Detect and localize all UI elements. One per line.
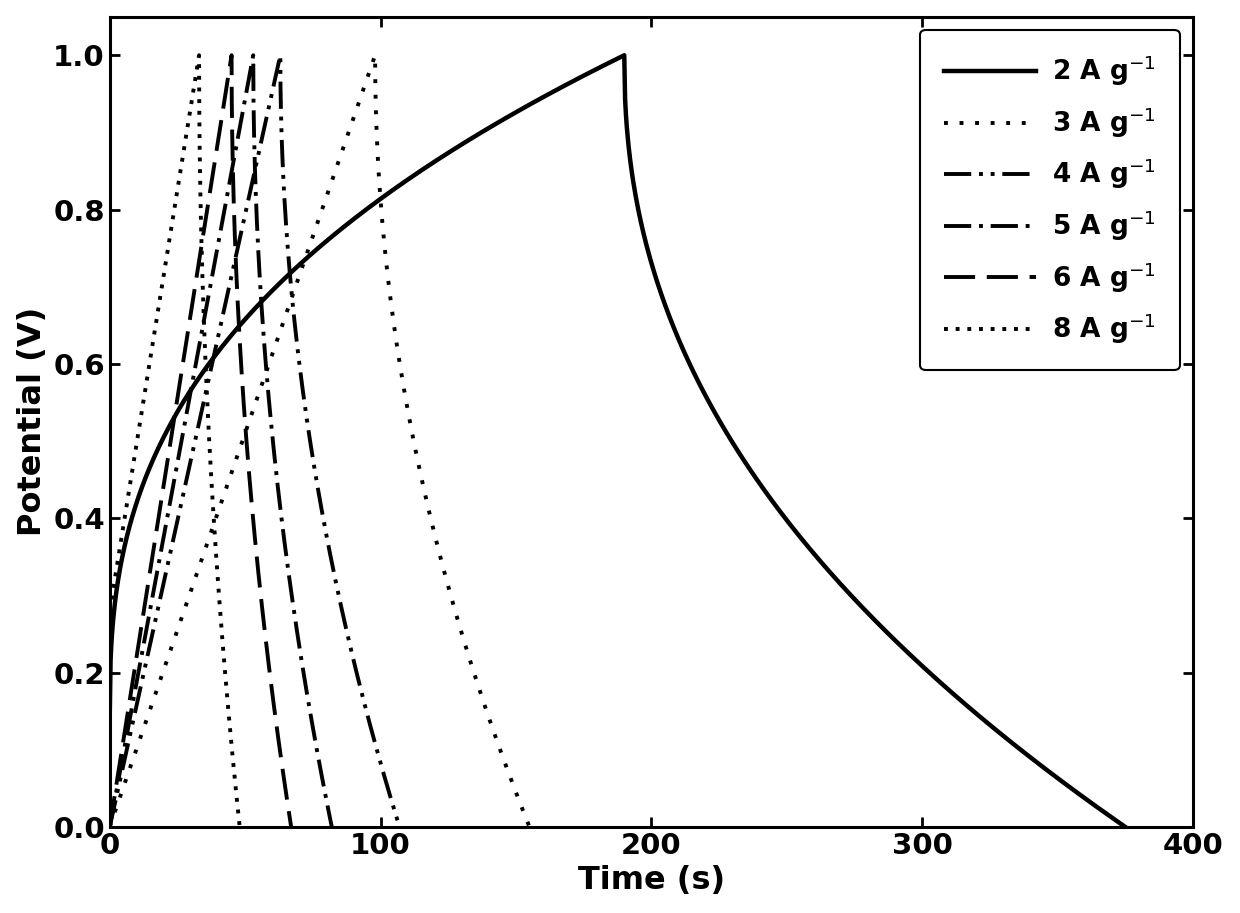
6 A g$^{-1}$: [268, 712, 283, 723]
2 A g$^{-1}$: [791, 530, 806, 541]
2 A g$^{-1}$: [1117, 822, 1132, 833]
5 A g$^{-1}$: [283, 579, 298, 590]
3 A g$^{-1}$: [187, 575, 202, 586]
5 A g$^{-1}$: [148, 575, 162, 586]
2 A g$^{-1}$: [102, 713, 117, 724]
6 A g$^{-1}$: [246, 506, 260, 517]
5 A g$^{-1}$: [304, 712, 319, 723]
Line: 4 A g$^{-1}$: 4 A g$^{-1}$: [109, 56, 399, 827]
6 A g$^{-1}$: [252, 579, 267, 590]
5 A g$^{-1}$: [246, 50, 260, 61]
5 A g$^{-1}$: [325, 822, 340, 833]
4 A g$^{-1}$: [102, 822, 117, 833]
8 A g$^{-1}$: [192, 50, 207, 61]
6 A g$^{-1}$: [193, 243, 208, 254]
X-axis label: Time (s): Time (s): [578, 866, 725, 897]
8 A g$^{-1}$: [169, 189, 184, 200]
8 A g$^{-1}$: [232, 822, 247, 833]
3 A g$^{-1}$: [522, 822, 537, 833]
6 A g$^{-1}$: [141, 575, 156, 586]
3 A g$^{-1}$: [102, 822, 117, 833]
3 A g$^{-1}$: [440, 579, 455, 590]
3 A g$^{-1}$: [378, 247, 393, 257]
Line: 3 A g$^{-1}$: 3 A g$^{-1}$: [109, 56, 529, 827]
4 A g$^{-1}$: [361, 712, 376, 723]
2 A g$^{-1}$: [650, 276, 665, 287]
6 A g$^{-1}$: [102, 822, 117, 833]
4 A g$^{-1}$: [273, 50, 288, 61]
8 A g$^{-1}$: [195, 247, 210, 257]
4 A g$^{-1}$: [231, 243, 246, 254]
4 A g$^{-1}$: [280, 247, 295, 257]
Line: 8 A g$^{-1}$: 8 A g$^{-1}$: [109, 56, 239, 827]
3 A g$^{-1}$: [368, 50, 383, 61]
5 A g$^{-1}$: [210, 243, 224, 254]
4 A g$^{-1}$: [315, 506, 330, 517]
6 A g$^{-1}$: [228, 247, 243, 257]
8 A g$^{-1}$: [222, 712, 237, 723]
Line: 5 A g$^{-1}$: 5 A g$^{-1}$: [109, 56, 332, 827]
3 A g$^{-1}$: [481, 712, 496, 723]
Legend: 2 A g$^{-1}$, 3 A g$^{-1}$, 4 A g$^{-1}$, 5 A g$^{-1}$, 6 A g$^{-1}$, 8 A g$^{-1: 2 A g$^{-1}$, 3 A g$^{-1}$, 4 A g$^{-1}$…: [920, 30, 1179, 370]
5 A g$^{-1}$: [273, 506, 288, 517]
Y-axis label: Potential (V): Potential (V): [16, 307, 47, 537]
4 A g$^{-1}$: [392, 822, 407, 833]
Line: 6 A g$^{-1}$: 6 A g$^{-1}$: [109, 56, 291, 827]
4 A g$^{-1}$: [156, 575, 171, 586]
6 A g$^{-1}$: [284, 822, 299, 833]
2 A g$^{-1}$: [267, 284, 281, 295]
8 A g$^{-1}$: [130, 428, 145, 439]
5 A g$^{-1}$: [250, 247, 265, 257]
2 A g$^{-1}$: [616, 50, 631, 61]
2 A g$^{-1}$: [986, 722, 1001, 733]
8 A g$^{-1}$: [211, 579, 226, 590]
2 A g$^{-1}$: [853, 600, 868, 611]
5 A g$^{-1}$: [102, 822, 117, 833]
Line: 2 A g$^{-1}$: 2 A g$^{-1}$: [109, 56, 1125, 827]
3 A g$^{-1}$: [301, 243, 316, 254]
6 A g$^{-1}$: [224, 50, 239, 61]
3 A g$^{-1}$: [422, 506, 436, 517]
8 A g$^{-1}$: [102, 605, 117, 616]
8 A g$^{-1}$: [206, 506, 221, 517]
4 A g$^{-1}$: [329, 579, 343, 590]
2 A g$^{-1}$: [489, 119, 503, 130]
